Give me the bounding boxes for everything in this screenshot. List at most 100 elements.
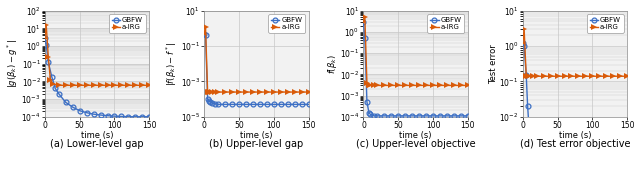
GBFW — [522, 74, 530, 76]
a-IRG — [524, 75, 531, 77]
GBFW — [365, 112, 373, 114]
X-axis label: time (s): time (s) — [559, 131, 591, 140]
GBFW — [48, 76, 56, 78]
GBFW — [540, 151, 547, 153]
GBFW — [97, 114, 104, 116]
a-IRG — [221, 91, 229, 93]
GBFW — [450, 115, 458, 117]
a-IRG — [360, 21, 367, 23]
Y-axis label: Test error: Test error — [489, 44, 498, 84]
a-IRG — [202, 26, 209, 28]
a-IRG — [561, 75, 568, 77]
GBFW — [42, 44, 50, 46]
a-IRG — [522, 75, 530, 77]
Y-axis label: $f(\beta_k)$: $f(\beta_k)$ — [326, 54, 339, 74]
a-IRG — [457, 84, 465, 87]
GBFW — [209, 102, 216, 104]
a-IRG — [533, 75, 541, 77]
GBFW — [568, 151, 575, 153]
GBFW — [457, 115, 465, 117]
GBFW — [370, 115, 378, 117]
Line: a-IRG: a-IRG — [519, 26, 630, 80]
GBFW — [363, 101, 371, 103]
a-IRG — [83, 84, 90, 86]
a-IRG — [547, 75, 554, 77]
a-IRG — [374, 84, 381, 87]
a-IRG — [55, 84, 63, 86]
a-IRG — [443, 84, 451, 87]
Legend: GBFW, a-IRG: GBFW, a-IRG — [587, 14, 624, 33]
GBFW — [367, 113, 374, 115]
GBFW — [589, 151, 596, 153]
GBFW — [582, 151, 589, 153]
GBFW — [277, 103, 285, 105]
a-IRG — [365, 84, 373, 87]
a-IRG — [256, 91, 264, 93]
a-IRG — [205, 91, 213, 93]
a-IRG — [104, 84, 111, 86]
Legend: GBFW, a-IRG: GBFW, a-IRG — [109, 14, 146, 33]
GBFW — [242, 103, 250, 105]
a-IRG — [436, 84, 444, 87]
a-IRG — [131, 84, 139, 86]
GBFW — [519, 42, 527, 44]
GBFW — [263, 103, 271, 105]
a-IRG — [401, 84, 409, 87]
a-IRG — [450, 84, 458, 87]
GBFW — [205, 100, 213, 102]
GBFW — [111, 115, 118, 117]
X-axis label: time (s): time (s) — [81, 131, 113, 140]
GBFW — [408, 115, 416, 117]
Line: a-IRG: a-IRG — [201, 24, 312, 96]
Y-axis label: $|f(\beta_k) - f^*|$: $|f(\beta_k) - f^*|$ — [165, 42, 179, 86]
GBFW — [401, 115, 409, 117]
GBFW — [520, 45, 528, 47]
a-IRG — [204, 91, 211, 93]
GBFW — [305, 103, 312, 105]
a-IRG — [90, 84, 97, 86]
a-IRG — [582, 75, 589, 77]
a-IRG — [47, 79, 54, 81]
a-IRG — [277, 91, 285, 93]
GBFW — [41, 36, 49, 39]
a-IRG — [284, 91, 292, 93]
a-IRG — [270, 91, 278, 93]
a-IRG — [394, 84, 402, 87]
GBFW — [533, 151, 541, 153]
GBFW — [270, 103, 278, 105]
a-IRG — [42, 24, 50, 26]
GBFW — [83, 112, 90, 114]
Text: (b) Upper-level gap: (b) Upper-level gap — [209, 139, 303, 149]
GBFW — [298, 103, 305, 105]
GBFW — [422, 115, 430, 117]
a-IRG — [408, 84, 416, 87]
GBFW — [256, 103, 264, 105]
a-IRG — [209, 91, 216, 93]
GBFW — [200, 33, 208, 35]
a-IRG — [49, 83, 57, 85]
GBFW — [361, 37, 369, 39]
GBFW — [90, 113, 97, 115]
GBFW — [131, 116, 139, 118]
GBFW — [374, 115, 381, 117]
a-IRG — [138, 84, 146, 86]
Line: GBFW: GBFW — [361, 19, 470, 118]
a-IRG — [214, 91, 222, 93]
a-IRG — [370, 84, 378, 87]
Line: a-IRG: a-IRG — [42, 22, 153, 89]
a-IRG — [464, 84, 472, 87]
GBFW — [360, 21, 367, 23]
a-IRG — [520, 28, 528, 30]
GBFW — [429, 115, 437, 117]
GBFW — [221, 103, 229, 105]
GBFW — [595, 151, 603, 153]
a-IRG — [602, 75, 610, 77]
GBFW — [616, 151, 624, 153]
GBFW — [214, 103, 222, 105]
GBFW — [69, 106, 77, 108]
a-IRG — [44, 56, 52, 58]
a-IRG — [422, 84, 430, 87]
Text: (d) Test error objective: (d) Test error objective — [520, 139, 630, 149]
GBFW — [118, 115, 125, 118]
a-IRG — [242, 91, 250, 93]
